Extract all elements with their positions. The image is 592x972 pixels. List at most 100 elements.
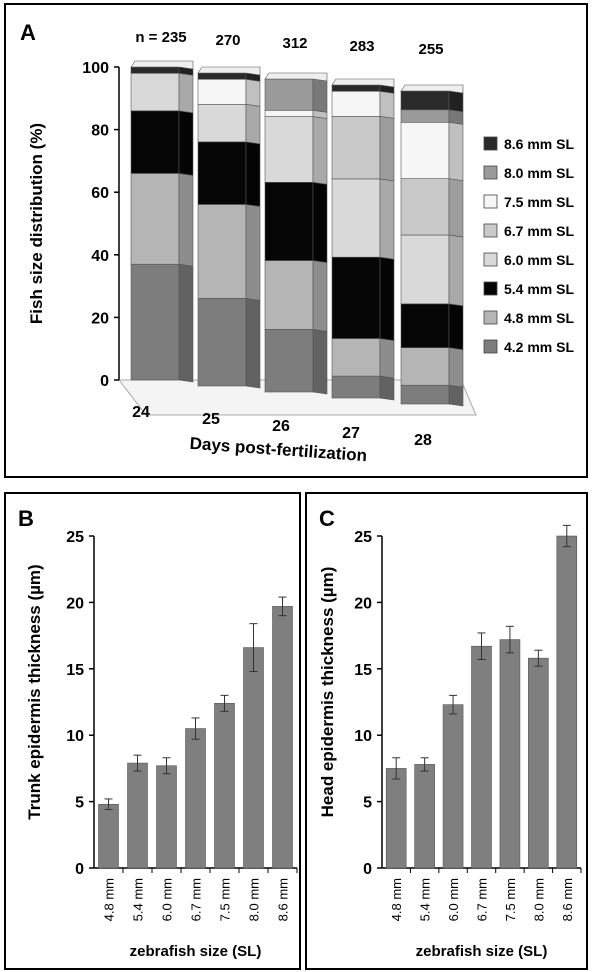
- y-tick-label: 20: [66, 595, 84, 612]
- legend-swatch: [483, 223, 498, 238]
- bar: [499, 639, 521, 869]
- bar-segment-side: [448, 234, 464, 307]
- bar: [528, 657, 549, 869]
- bar-count-label: 270: [215, 32, 240, 49]
- legend-swatch: [483, 194, 498, 209]
- bar: [385, 768, 407, 869]
- panel-a: A 0 20 40 60 80 100 Fish size distribution (%)…: [4, 3, 588, 478]
- stacked-bar-chart-a: A 0 20 40 60 80 100 Fish size distribution (%)…: [20, 20, 574, 465]
- bar-segment-side: [178, 72, 194, 114]
- x-tick-label: 27: [342, 425, 360, 442]
- bar-segment-front: [264, 260, 314, 330]
- y-tick-label: 15: [66, 662, 84, 679]
- bar: [185, 728, 206, 869]
- bar-chart-c: C 0 5 10 15 20 25 Head epidermis thickness (µm…: [318, 506, 582, 960]
- x-tick-label: 5.4 mm: [131, 878, 146, 921]
- bar-top-face: [130, 60, 194, 70]
- legend-label: 4.8 mm SL: [504, 310, 574, 326]
- bar-segment-front: [264, 110, 314, 117]
- x-tick-label: 8.6 mm: [560, 878, 575, 921]
- x-axis-title: zebrafish size (SL): [416, 943, 548, 960]
- x-tick-label: 4.8 mm: [389, 878, 404, 921]
- bar-segment-front: [197, 72, 247, 80]
- bar-segment-front: [331, 375, 381, 399]
- y-tick-label: 25: [354, 529, 372, 546]
- bar-segment-side: [178, 110, 194, 176]
- bar-segment-side: [448, 347, 464, 388]
- bar: [272, 606, 293, 869]
- bar-segment-front: [264, 181, 314, 261]
- y-tick-label: 5: [75, 795, 84, 812]
- bar-segment-side: [312, 116, 328, 185]
- bar-segment-front: [130, 173, 180, 265]
- bar: [156, 765, 177, 869]
- panel-b: B 0 5 10 15 20 25 Trunk epidermis thickness (µ…: [4, 492, 301, 970]
- x-tick-label: 8.0 mm: [247, 878, 262, 921]
- bar-top-face: [331, 78, 395, 88]
- bar-segment-front: [130, 110, 180, 174]
- bar-segment-side: [379, 90, 395, 119]
- bar-chart-b: B 0 5 10 15 20 25 Trunk epidermis thickness (µ…: [18, 506, 298, 960]
- x-tick-label: 6.7 mm: [189, 878, 204, 921]
- bar-segment-front: [331, 256, 381, 339]
- panel-letter: C: [319, 506, 335, 531]
- bar: [98, 803, 119, 869]
- bar-segment-side: [312, 260, 328, 332]
- bar-segment-side: [245, 78, 261, 107]
- bar-count-label: 283: [349, 38, 374, 55]
- y-tick-label: 100: [82, 60, 109, 77]
- y-tick-label: 80: [91, 123, 109, 140]
- bar: [442, 704, 464, 869]
- y-axis-title: Trunk epidermis thickness (µm): [25, 564, 44, 819]
- bar-segment-front: [400, 109, 450, 123]
- y-axis-title: Head epidermis thickness (µm): [318, 567, 337, 818]
- y-axis-title: Fish size distribution (%): [27, 123, 46, 324]
- bar-segment-side: [312, 181, 328, 263]
- bar-segment-front: [130, 66, 180, 74]
- bar: [414, 764, 435, 869]
- panel-c: C 0 5 10 15 20 25 Head epidermis thickness (µm…: [305, 492, 588, 970]
- y-tick-label: 15: [354, 662, 372, 679]
- bar-segment-side: [448, 90, 464, 113]
- legend-swatch: [483, 165, 498, 180]
- bar-count-label: n = 235: [135, 29, 186, 46]
- panel-letter: A: [20, 20, 36, 45]
- bar-segment-side: [448, 121, 464, 181]
- legend-label: 7.5 mm SL: [504, 194, 574, 210]
- bar: [127, 762, 148, 869]
- bar-segment-side: [312, 329, 328, 395]
- bar-count-label: 312: [282, 35, 307, 52]
- legend-swatch: [483, 136, 498, 151]
- x-tick-label: 7.5 mm: [218, 878, 233, 921]
- bar: [243, 647, 264, 869]
- bar-top-face: [400, 84, 464, 94]
- y-tick-label: 0: [75, 861, 84, 878]
- bar-segment-side: [379, 256, 395, 341]
- bar-segment-side: [245, 298, 261, 389]
- y-tick-label: 5: [363, 795, 372, 812]
- bar-segment-front: [197, 141, 247, 205]
- bar-segment-side: [245, 204, 261, 301]
- x-tick-label: 6.0 mm: [160, 878, 175, 921]
- x-tick-label: 8.0 mm: [531, 878, 546, 921]
- bar-segment-front: [130, 72, 180, 112]
- bar-segment-side: [245, 141, 261, 207]
- y-tick-label: 0: [363, 861, 372, 878]
- x-tick-label: 7.5 mm: [503, 878, 518, 921]
- bar-segment-front: [331, 178, 381, 258]
- bar-segment-front: [130, 263, 180, 381]
- x-tick-label: 26: [272, 418, 290, 435]
- legend-label: 4.2 mm SL: [504, 339, 574, 355]
- bar-segment-front: [197, 104, 247, 143]
- bar-segment-side: [379, 375, 395, 401]
- bar-segment-side: [448, 303, 464, 351]
- x-tick-label: 4.8 mm: [102, 878, 117, 921]
- bar-segment-front: [331, 84, 381, 92]
- bar-segment-front: [400, 384, 450, 405]
- y-tick-label: 20: [354, 595, 372, 612]
- legend-label: 8.6 mm SL: [504, 136, 574, 152]
- panel-letter: B: [18, 506, 34, 531]
- bar: [556, 535, 578, 869]
- y-tick-label: 10: [66, 728, 84, 745]
- y-tick-label: 10: [354, 728, 372, 745]
